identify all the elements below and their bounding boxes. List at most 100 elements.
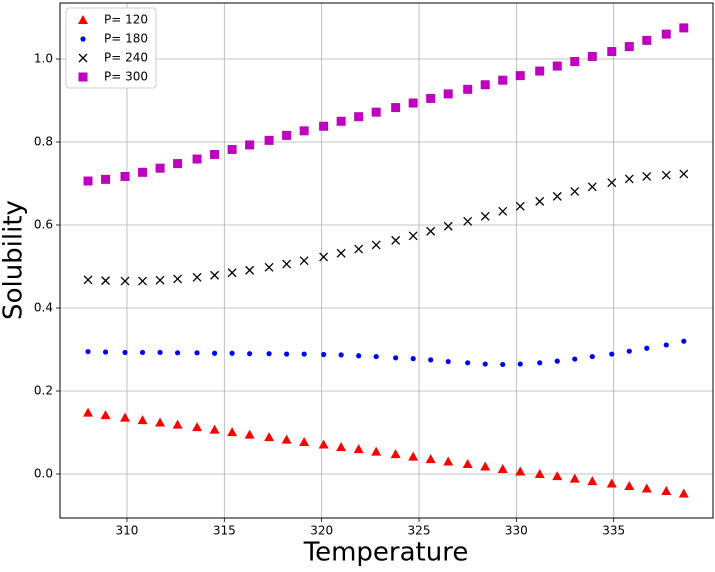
marker bbox=[570, 186, 580, 196]
marker bbox=[515, 71, 525, 81]
marker bbox=[644, 345, 650, 351]
marker bbox=[78, 72, 88, 82]
marker bbox=[120, 171, 130, 181]
marker bbox=[299, 256, 309, 266]
marker bbox=[319, 121, 329, 131]
legend-label: P= 240 bbox=[104, 51, 148, 65]
marker bbox=[515, 466, 526, 476]
marker bbox=[480, 80, 490, 90]
marker bbox=[587, 476, 598, 486]
marker bbox=[321, 351, 327, 358]
marker bbox=[408, 98, 418, 108]
marker bbox=[299, 126, 309, 136]
marker bbox=[390, 449, 401, 459]
marker bbox=[624, 174, 634, 184]
marker bbox=[266, 351, 272, 357]
marker bbox=[607, 178, 617, 188]
marker bbox=[642, 172, 652, 181]
marker bbox=[138, 167, 148, 177]
legend-label: P= 300 bbox=[104, 70, 148, 84]
marker bbox=[607, 47, 617, 57]
marker bbox=[83, 407, 94, 417]
marker bbox=[244, 429, 255, 439]
marker bbox=[572, 356, 578, 362]
marker bbox=[661, 170, 671, 180]
legend-label: P= 180 bbox=[104, 32, 148, 46]
marker bbox=[681, 338, 687, 344]
marker bbox=[85, 348, 91, 355]
x-tick-label: 310 bbox=[116, 524, 139, 538]
marker bbox=[284, 351, 290, 357]
marker bbox=[78, 15, 88, 24]
marker bbox=[354, 112, 364, 122]
marker bbox=[391, 103, 401, 113]
marker bbox=[661, 486, 672, 496]
marker bbox=[155, 163, 165, 173]
marker bbox=[426, 93, 436, 103]
marker bbox=[371, 446, 382, 456]
marker bbox=[122, 349, 128, 356]
marker bbox=[282, 259, 292, 269]
marker bbox=[552, 471, 563, 481]
marker bbox=[497, 464, 508, 474]
marker bbox=[606, 478, 617, 488]
x-tick-label: 320 bbox=[310, 524, 333, 538]
marker bbox=[139, 349, 146, 356]
marker bbox=[679, 169, 689, 179]
marker bbox=[354, 244, 364, 254]
marker bbox=[408, 451, 419, 461]
marker bbox=[210, 149, 220, 159]
x-tick-label: 330 bbox=[505, 524, 528, 538]
marker bbox=[353, 444, 364, 454]
y-tick-label: 0.0 bbox=[34, 467, 53, 481]
marker bbox=[245, 140, 255, 150]
marker bbox=[247, 351, 253, 357]
marker bbox=[80, 36, 86, 42]
marker bbox=[172, 419, 183, 429]
marker bbox=[609, 351, 615, 357]
marker bbox=[83, 275, 93, 285]
marker bbox=[626, 348, 632, 354]
x-tick-label: 325 bbox=[408, 524, 431, 538]
marker bbox=[101, 174, 111, 184]
marker bbox=[391, 235, 401, 245]
marker bbox=[318, 439, 329, 449]
marker bbox=[373, 353, 379, 360]
y-tick-label: 0.8 bbox=[34, 135, 53, 149]
legend-box bbox=[65, 7, 157, 89]
marker bbox=[462, 459, 473, 469]
marker bbox=[192, 154, 202, 164]
marker bbox=[554, 358, 560, 364]
marker bbox=[173, 159, 183, 169]
marker bbox=[371, 240, 381, 250]
marker bbox=[534, 469, 545, 479]
marker bbox=[587, 52, 597, 62]
marker bbox=[535, 196, 545, 206]
marker bbox=[229, 350, 235, 356]
marker bbox=[443, 89, 453, 99]
marker bbox=[338, 352, 344, 358]
marker bbox=[356, 353, 362, 359]
marker bbox=[155, 275, 165, 285]
marker bbox=[299, 437, 310, 447]
marker bbox=[569, 473, 580, 483]
marker bbox=[194, 350, 200, 356]
marker bbox=[641, 483, 652, 493]
x-tick-label: 335 bbox=[602, 524, 625, 538]
marker bbox=[138, 276, 148, 286]
marker bbox=[517, 361, 523, 367]
marker bbox=[408, 231, 418, 241]
marker bbox=[336, 116, 346, 126]
marker bbox=[371, 107, 381, 117]
marker bbox=[227, 144, 237, 154]
plot-frame bbox=[59, 2, 714, 519]
marker bbox=[209, 424, 220, 434]
marker bbox=[589, 353, 595, 360]
marker bbox=[120, 412, 131, 422]
marker bbox=[498, 75, 508, 85]
marker bbox=[282, 130, 292, 140]
marker bbox=[78, 53, 88, 63]
marker bbox=[678, 488, 689, 498]
marker bbox=[624, 481, 635, 491]
